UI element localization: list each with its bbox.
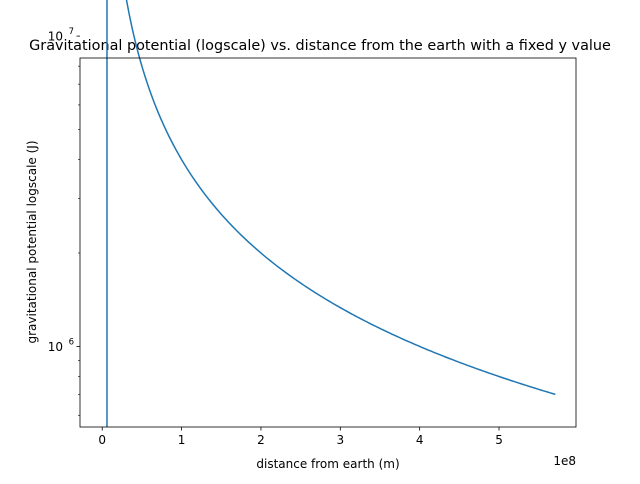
chart-title: Gravitational potential (logscale) vs. d… [29, 38, 611, 54]
x-axis: 0 1 2 3 4 5 [98, 427, 503, 447]
y-tick-label-exponent: 6 [69, 337, 74, 347]
y-tick-label: 10 [48, 340, 63, 354]
x-tick-label: 5 [495, 433, 503, 447]
x-tick-label: 4 [416, 433, 424, 447]
axes-frame [79, 57, 577, 428]
x-tick-label: 2 [257, 433, 265, 447]
y-tick-label: 10 [48, 30, 63, 44]
x-tick-label: 0 [98, 433, 106, 447]
series-line [125, 0, 556, 396]
y-axis-label: gravitational potential logscale (J) [25, 140, 39, 343]
x-tick-label: 3 [336, 433, 344, 447]
y-axis: 10 6 10 7 [48, 27, 80, 416]
plot-area [106, 0, 556, 427]
x-tick-label: 1 [178, 433, 186, 447]
x-axis-scale-label: 1e8 [553, 454, 576, 468]
x-axis-label: distance from earth (m) [256, 457, 399, 471]
y-tick-label-exponent: 7 [69, 27, 74, 37]
